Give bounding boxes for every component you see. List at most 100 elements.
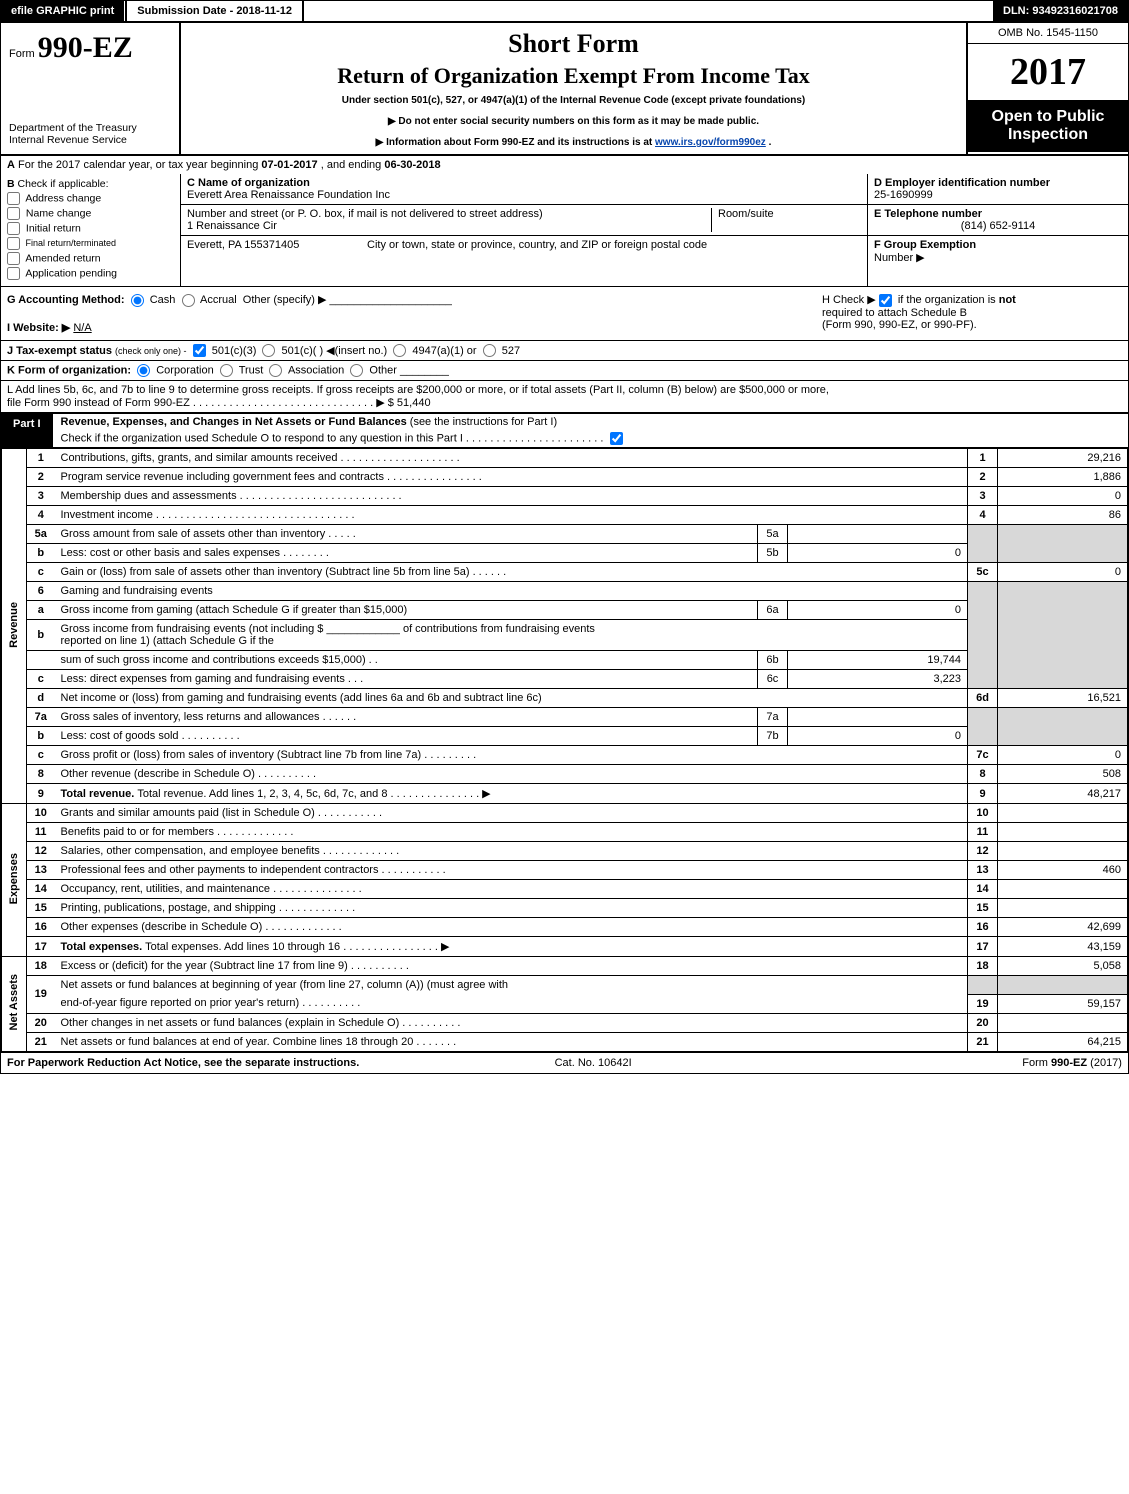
k-label: K Form of organization: [7, 365, 131, 377]
sec-a-end: 06-30-2018 [384, 159, 440, 171]
section-gh: G Accounting Method: Cash Accrual Other … [1, 287, 1128, 341]
line-9-val: 48,217 [998, 784, 1128, 804]
efile-label: efile GRAPHIC print [1, 1, 125, 21]
line-6c: cLess: direct expenses from gaming and f… [2, 670, 1128, 689]
open-to-public: Open to Public Inspection [968, 100, 1128, 152]
line-6: 6Gaming and fundraising events [2, 582, 1128, 601]
section-k: K Form of organization: Corporation Trus… [1, 361, 1128, 381]
j-501c3[interactable] [193, 344, 206, 357]
line-9: 9 Total revenue. Total revenue. Add line… [2, 784, 1128, 804]
line-12: 12Salaries, other compensation, and empl… [2, 842, 1128, 861]
chk-final[interactable]: Final return/terminated [7, 237, 174, 250]
line-5b-desc: Less: cost or other basis and sales expe… [55, 544, 758, 563]
open-public-2: Inspection [972, 126, 1124, 144]
line-11-desc: Benefits paid to or for members . . . . … [55, 823, 968, 842]
line-13-desc: Professional fees and other payments to … [55, 861, 968, 880]
j-label: J Tax-exempt status [7, 345, 112, 357]
h-not: not [999, 294, 1016, 306]
line-6b-text: b Gross income from fundraising events (… [2, 620, 1128, 651]
part-i-check[interactable] [610, 432, 623, 445]
line-6-desc: Gaming and fundraising events [55, 582, 968, 601]
form-990ez-page: efile GRAPHIC print Submission Date - 20… [0, 0, 1129, 1074]
section-l: L Add lines 5b, 6c, and 7b to line 9 to … [1, 381, 1128, 412]
line-16-desc: Other expenses (describe in Schedule O) … [55, 918, 968, 937]
chk-name[interactable]: Name change [7, 207, 174, 220]
dept-treasury: Department of the Treasury [9, 122, 171, 134]
line-16-val: 42,699 [998, 918, 1128, 937]
line-14-desc: Occupancy, rent, utilities, and maintena… [55, 880, 968, 899]
line-7a-ival [788, 708, 968, 727]
netassets-vlabel: Net Assets [2, 957, 27, 1052]
line-19-desc: Net assets or fund balances at beginning… [55, 976, 968, 995]
k-trust-label: Trust [239, 365, 264, 377]
c-name-label: C Name of organization [187, 177, 861, 189]
j-4947-label: 4947(a)(1) or [412, 345, 476, 357]
form-prefix: Form [9, 48, 35, 60]
part-i-check-line: Check if the organization used Schedule … [61, 433, 604, 445]
line-6b-desc2: sum of such gross income and contributio… [55, 651, 758, 670]
topbar: efile GRAPHIC print Submission Date - 20… [1, 1, 1128, 23]
line-21: 21Net assets or fund balances at end of … [2, 1032, 1128, 1051]
line-7a: 7aGross sales of inventory, less returns… [2, 708, 1128, 727]
line-5b: bLess: cost or other basis and sales exp… [2, 544, 1128, 563]
k-assoc[interactable] [269, 364, 282, 377]
line-19a: 19Net assets or fund balances at beginni… [2, 976, 1128, 995]
line-12-val [998, 842, 1128, 861]
h-post3: (Form 990, 990-EZ, or 990-PF). [822, 319, 977, 331]
line-14: 14Occupancy, rent, utilities, and mainte… [2, 880, 1128, 899]
chk-initial[interactable]: Initial return [7, 222, 174, 235]
header-right: OMB No. 1545-1150 2017 Open to Public In… [968, 23, 1128, 154]
g-accrual[interactable] [182, 294, 195, 307]
tax-year: 2017 [968, 44, 1128, 100]
chk-amended-label: Amended return [25, 252, 100, 264]
part-i-header: Part I Revenue, Expenses, and Changes in… [1, 412, 1128, 448]
line-11-val [998, 823, 1128, 842]
g-cash-label: Cash [150, 294, 176, 306]
j-501c[interactable] [262, 344, 275, 357]
h-pre: H Check ▶ [822, 294, 876, 306]
line-21-desc: Net assets or fund balances at end of ye… [55, 1032, 968, 1051]
line-5c: cGain or (loss) from sale of assets othe… [2, 563, 1128, 582]
sec-a-mid: , and ending [321, 159, 385, 171]
line-21-val: 64,215 [998, 1032, 1128, 1051]
chk-pending-label: Application pending [25, 267, 117, 279]
irs-link[interactable]: www.irs.gov/form990ez [655, 137, 766, 148]
l-val: $ 51,440 [388, 397, 431, 409]
j-501c3-label: 501(c)(3) [212, 345, 257, 357]
line-7a-desc: Gross sales of inventory, less returns a… [55, 708, 758, 727]
footer-left: For Paperwork Reduction Act Notice, see … [7, 1057, 359, 1069]
h-check[interactable] [879, 294, 892, 307]
section-h: H Check ▶ if the organization is not req… [822, 293, 1122, 334]
line-5b-ival: 0 [788, 544, 968, 563]
c-room-label: Room/suite [711, 208, 861, 232]
revenue-vlabel: Revenue [2, 449, 27, 804]
k-corp[interactable] [137, 364, 150, 377]
line-6a: aGross income from gaming (attach Schedu… [2, 601, 1128, 620]
k-trust[interactable] [220, 364, 233, 377]
j-sub: (check only one) - [115, 346, 187, 356]
j-527[interactable] [483, 344, 496, 357]
k-other[interactable] [350, 364, 363, 377]
line-18-desc: Excess or (deficit) for the year (Subtra… [55, 957, 968, 976]
open-public-1: Open to Public [972, 108, 1124, 126]
part-i-paren: (see the instructions for Part I) [410, 416, 557, 428]
chk-amended[interactable]: Amended return [7, 252, 174, 265]
chk-address[interactable]: Address change [7, 192, 174, 205]
f-label2: Number ▶ [874, 252, 925, 264]
line-18-val: 5,058 [998, 957, 1128, 976]
line-5a: 5aGross amount from sale of assets other… [2, 525, 1128, 544]
section-b: B Check if applicable: Address change Na… [1, 174, 181, 286]
line-10: Expenses 10Grants and similar amounts pa… [2, 804, 1128, 823]
expenses-vlabel: Expenses [2, 804, 27, 957]
chk-name-label: Name change [26, 207, 91, 219]
chk-pending[interactable]: Application pending [7, 267, 174, 280]
h-post2: required to attach Schedule B [822, 307, 967, 319]
section-c: C Name of organization Everett Area Rena… [181, 174, 868, 286]
j-4947[interactable] [393, 344, 406, 357]
line-6c-desc: Less: direct expenses from gaming and fu… [55, 670, 758, 689]
g-cash[interactable] [131, 294, 144, 307]
c-city: Everett, PA 155371405 [187, 239, 367, 251]
line-5a-ival [788, 525, 968, 544]
section-j: J Tax-exempt status (check only one) - 5… [1, 341, 1128, 362]
line-6a-ival: 0 [788, 601, 968, 620]
